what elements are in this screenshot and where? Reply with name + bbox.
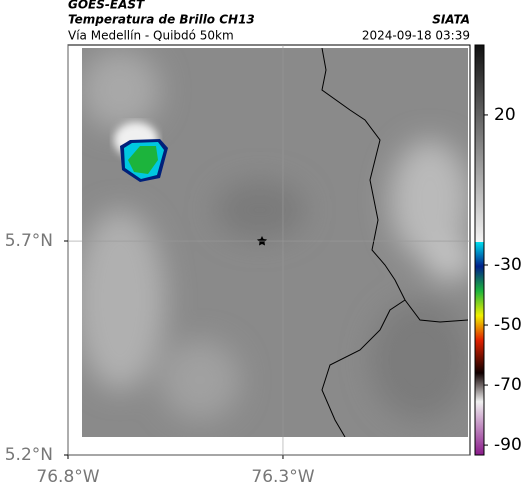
colorbar xyxy=(474,44,485,456)
satellite-image xyxy=(82,48,468,437)
y-tick-label: 5.7°N xyxy=(5,231,53,251)
x-tick-label: 76.8°W xyxy=(36,467,99,487)
colorbar-tick-label: -90 xyxy=(494,435,522,455)
route: Vía Medellín - Quibdó 50km xyxy=(68,29,234,43)
colorbar-tick-label: 20 xyxy=(494,105,516,125)
timestamp: 2024-09-18 03:39 xyxy=(362,29,470,43)
subtitle: Temperatura de Brillo CH13 xyxy=(68,13,255,27)
x-tick-label: 76.3°W xyxy=(251,467,314,487)
colorbar-tick-label: -30 xyxy=(494,255,522,275)
source: SIATA xyxy=(432,13,470,27)
title: GOES-EAST xyxy=(68,0,145,12)
colorbar-tick-label: -50 xyxy=(494,315,522,335)
colorbar-tick-label: -70 xyxy=(494,375,522,395)
y-tick-label: 5.2°N xyxy=(5,445,53,465)
